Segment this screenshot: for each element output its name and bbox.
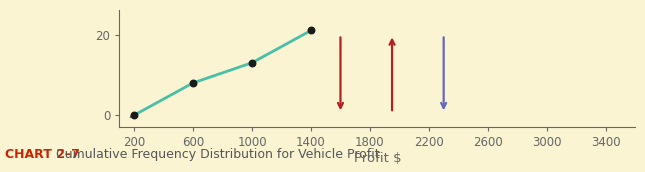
Point (306, 29, 316, 32)
Point (129, 114, 139, 117)
Text: CHART 2–7: CHART 2–7 (5, 148, 80, 162)
X-axis label: Profit $: Profit $ (353, 152, 401, 165)
Point (188, 82, 198, 84)
Text: Cumulative Frequency Distribution for Vehicle Profit: Cumulative Frequency Distribution for Ve… (48, 148, 380, 162)
Point (247, 61, 257, 64)
